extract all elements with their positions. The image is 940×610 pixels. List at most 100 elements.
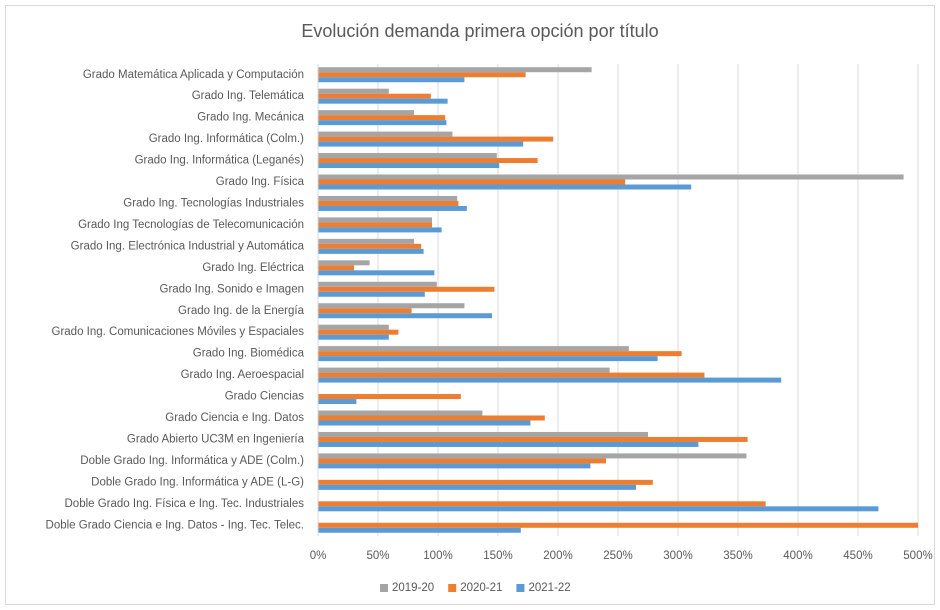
y-tick-label: Grado Ing. Sonido e Imagen xyxy=(160,283,305,295)
x-tick-label: 300% xyxy=(663,550,692,562)
legend-swatch xyxy=(516,584,525,592)
bar xyxy=(318,265,354,271)
bar xyxy=(318,195,458,201)
y-tick-label: Doble Grado Ing. Informática y ADE (L-G) xyxy=(91,476,304,488)
y-tick-label: Grado Ing. Física xyxy=(216,176,305,188)
x-tick-label: 50% xyxy=(366,550,389,562)
bar xyxy=(318,484,636,490)
bar xyxy=(318,479,653,485)
bar xyxy=(318,506,879,512)
bar xyxy=(318,441,699,447)
y-tick-label: Grado Ing. Electrónica Industrial y Auto… xyxy=(71,240,305,252)
bar xyxy=(318,367,610,373)
x-tick-label: 200% xyxy=(543,550,572,562)
bar xyxy=(318,77,465,83)
bar xyxy=(318,158,538,164)
bar xyxy=(318,205,467,211)
bar xyxy=(318,286,495,292)
x-tick-label: 250% xyxy=(603,550,632,562)
bar xyxy=(318,453,747,459)
bar xyxy=(318,334,389,340)
bar xyxy=(318,184,692,190)
legend-swatch xyxy=(448,584,457,592)
bar xyxy=(318,98,448,104)
bar xyxy=(318,163,500,169)
y-tick-label: Grado Ing. Aeroespacial xyxy=(181,369,304,381)
bar xyxy=(318,501,766,507)
y-tick-label: Doble Grado Ing. Física e Ing. Tec. Indu… xyxy=(65,498,305,510)
y-tick-label: Grado Ing. Comunicaciones Móviles y Espa… xyxy=(52,326,305,338)
x-tick-label: 100% xyxy=(423,550,452,562)
x-tick-label: 150% xyxy=(483,550,512,562)
bar xyxy=(318,415,545,421)
x-tick-label: 500% xyxy=(903,550,932,562)
bar xyxy=(318,153,497,159)
bar xyxy=(318,131,453,137)
bar xyxy=(318,463,591,469)
y-tick-label: Grado Ing. Mecánica xyxy=(197,112,304,124)
bar xyxy=(318,115,446,121)
bar xyxy=(318,291,425,297)
y-tick-label: Grado Matemática Aplicada y Computación xyxy=(83,69,304,81)
bar xyxy=(318,351,682,357)
legend-label: 2020-21 xyxy=(460,582,502,594)
bar xyxy=(318,458,606,464)
bar xyxy=(318,120,447,126)
bar xyxy=(318,329,399,335)
x-tick-label: 400% xyxy=(783,550,812,562)
bar xyxy=(318,522,918,528)
y-tick-label: Grado Ing. Informática (Colm.) xyxy=(149,133,304,145)
y-tick-label: Grado Ing. Biomédica xyxy=(193,348,305,360)
bar xyxy=(318,308,412,314)
bar xyxy=(318,174,904,180)
bar xyxy=(318,281,437,287)
bar xyxy=(318,110,414,116)
x-tick-label: 450% xyxy=(843,550,872,562)
bar xyxy=(318,356,658,362)
bar xyxy=(318,313,492,319)
y-tick-label: Grado Ing Tecnologías de Telecomunicació… xyxy=(78,219,304,231)
bar xyxy=(318,179,626,185)
bar xyxy=(318,88,389,94)
bar xyxy=(318,72,526,78)
chart-title: Evolución demanda primera opción por tít… xyxy=(301,21,658,41)
bar xyxy=(318,324,389,330)
y-tick-label: Grado Ciencias xyxy=(225,391,305,403)
x-tick-label: 0% xyxy=(310,550,327,562)
bar xyxy=(318,227,442,233)
bar xyxy=(318,527,521,533)
bar xyxy=(318,243,422,249)
y-tick-label: Grado Ing. Telemática xyxy=(192,90,305,102)
bar xyxy=(318,238,414,244)
legend-label: 2019-20 xyxy=(392,582,434,594)
x-tick-label: 350% xyxy=(723,550,752,562)
bar xyxy=(318,372,705,378)
y-tick-label: Doble Grado Ing. Informática y ADE (Colm… xyxy=(80,455,304,467)
y-tick-label: Grado Ciencia e Ing. Datos xyxy=(165,412,304,424)
bar xyxy=(318,346,629,352)
bar xyxy=(318,270,435,276)
bar xyxy=(318,436,748,442)
bar xyxy=(318,410,483,416)
bar xyxy=(318,248,424,254)
legend-label: 2021-22 xyxy=(528,582,570,594)
bar xyxy=(318,303,465,309)
bar xyxy=(318,260,370,266)
legend-swatch xyxy=(380,584,388,592)
y-tick-label: Grado Abierto UC3M en Ingeniería xyxy=(127,433,305,445)
bar xyxy=(318,377,782,383)
y-tick-label: Doble Grado Ciencia e Ing. Datos - Ing. … xyxy=(46,519,304,531)
bar xyxy=(318,399,357,405)
y-tick-label: Grado Ing. Informática (Leganés) xyxy=(135,155,305,167)
bar xyxy=(318,222,432,228)
bar xyxy=(318,67,592,73)
y-tick-label: Grado Ing. de la Energía xyxy=(178,305,305,317)
bar xyxy=(318,141,524,147)
bar xyxy=(318,217,432,223)
bar xyxy=(318,200,459,206)
bar xyxy=(318,420,531,426)
bar xyxy=(318,431,648,437)
bar xyxy=(318,136,554,142)
y-tick-label: Grado Ing. Eléctrica xyxy=(202,262,304,274)
